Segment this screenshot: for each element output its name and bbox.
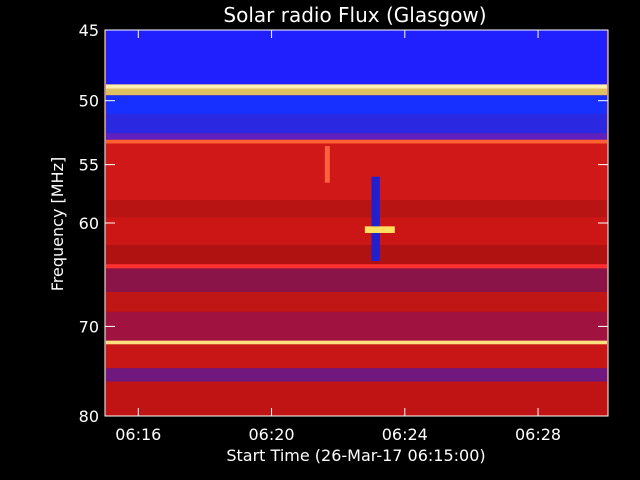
x-tick-label: 06:28 <box>515 425 561 444</box>
y-tick-label: 80 <box>79 407 99 426</box>
x-axis: 06:16 06:20 06:24 06:28 <box>115 30 561 444</box>
frequency-band <box>106 217 607 245</box>
y-tick-label: 60 <box>79 214 99 233</box>
frequency-band <box>106 143 607 201</box>
frequency-band <box>106 113 607 134</box>
frequency-band <box>106 340 607 345</box>
frequency-band <box>106 84 607 89</box>
y-tick-label: 55 <box>79 156 99 175</box>
y-axis-label: Frequency [MHz] <box>48 157 67 291</box>
y-tick-label: 70 <box>79 317 99 336</box>
x-tick-label: 06:16 <box>115 425 161 444</box>
frequency-band <box>106 292 607 312</box>
frequency-band <box>106 244 607 265</box>
y-tick-label: 50 <box>79 92 99 111</box>
frequency-band <box>106 88 607 96</box>
frequency-band <box>106 139 607 144</box>
burst-event <box>324 146 330 183</box>
frequency-band <box>106 381 607 416</box>
x-tick-label: 06:24 <box>382 425 428 444</box>
frequency-band <box>106 200 607 218</box>
burst-event <box>364 226 395 233</box>
frequency-band <box>106 368 607 382</box>
frequency-band <box>106 311 607 341</box>
x-tick-label: 06:20 <box>249 425 295 444</box>
y-tick-label: 45 <box>79 21 99 40</box>
plot-area <box>105 30 608 416</box>
x-axis-label: Start Time (26-Mar-17 06:15:00) <box>226 446 485 465</box>
burst-event <box>371 176 380 262</box>
y-axis: 45 50 55 60 70 80 <box>79 21 608 426</box>
frequency-band <box>106 264 607 269</box>
frequency-band <box>106 95 607 114</box>
frequency-band <box>106 30 607 85</box>
frequency-band <box>106 268 607 293</box>
chart-title: Solar radio Flux (Glasgow) <box>223 3 486 27</box>
frequency-band <box>106 344 607 369</box>
frequency-band <box>106 133 607 140</box>
